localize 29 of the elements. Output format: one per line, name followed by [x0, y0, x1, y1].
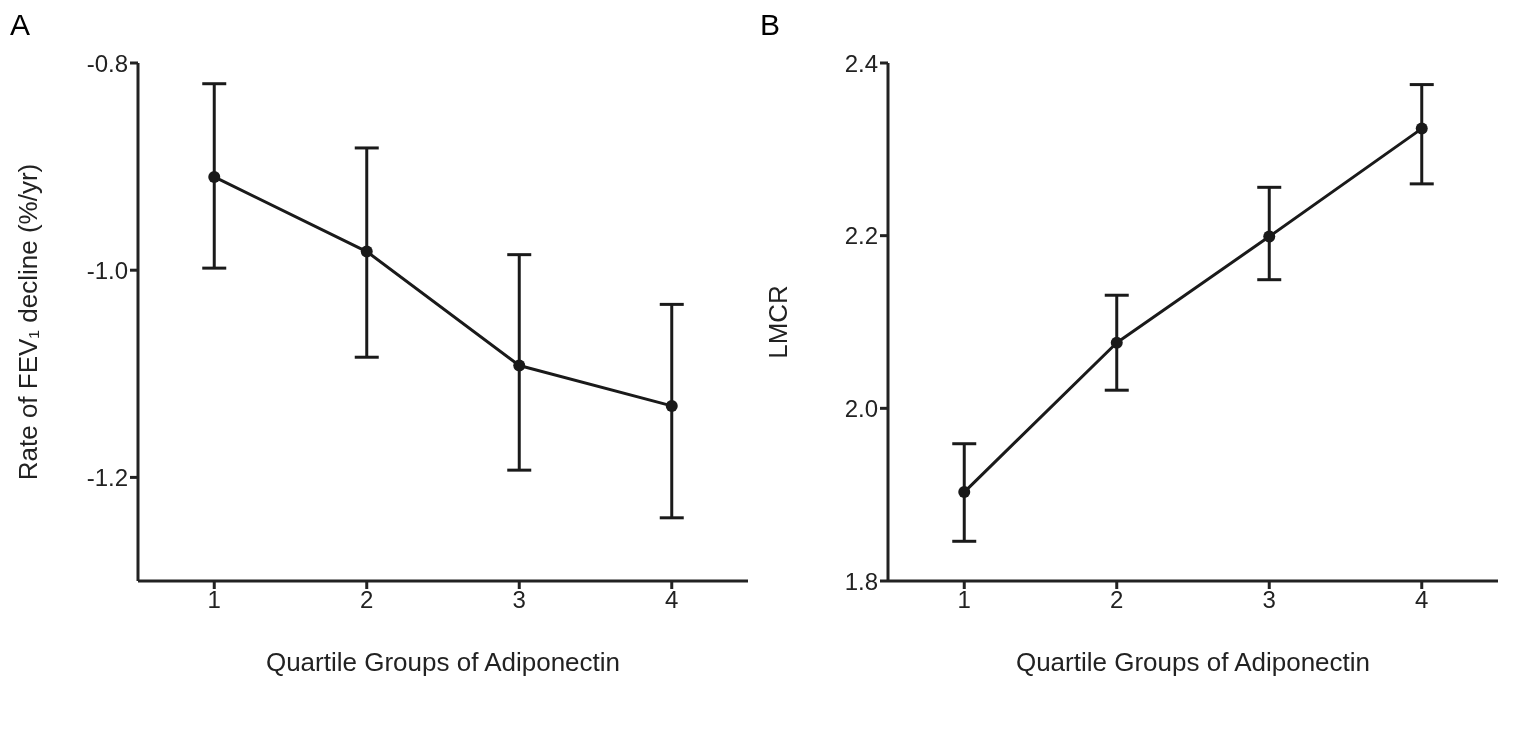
point — [1263, 230, 1276, 243]
y-tick-label: -1.2 — [86, 463, 128, 491]
point — [360, 245, 373, 258]
y-tick-label: -1.0 — [86, 256, 128, 284]
x-axis-title: Quartile Groups of Adiponectin — [265, 647, 621, 677]
point — [958, 486, 971, 499]
point — [1415, 122, 1428, 135]
x-tick-label: 2 — [1110, 586, 1124, 614]
y-tick-label: 2.0 — [844, 394, 878, 422]
y-tick-label: 2.2 — [844, 222, 878, 250]
point — [513, 359, 526, 372]
y-tick-label: -0.8 — [86, 49, 128, 77]
x-tick-label: 1 — [207, 586, 221, 614]
chart-title: A — [10, 8, 31, 42]
x-tick-label: 2 — [360, 586, 374, 614]
y-tick-label: 2.4 — [844, 49, 878, 77]
point — [208, 170, 221, 183]
x-tick-label: 1 — [957, 586, 971, 614]
chart-title: B — [760, 8, 781, 42]
x-axis-title: Quartile Groups of Adiponectin — [1015, 647, 1371, 677]
point — [665, 399, 678, 412]
y-axis-title: Rate of FEV₁ decline (%/yr) — [13, 163, 44, 481]
y-tick-label: 1.8 — [844, 567, 878, 595]
point — [1110, 336, 1123, 349]
x-tick-label: 3 — [512, 586, 526, 614]
x-tick-label: 4 — [665, 586, 679, 614]
y-axis-title: LMCR — [763, 285, 794, 359]
x-tick-label: 3 — [1262, 586, 1276, 614]
x-tick-label: 4 — [1415, 586, 1429, 614]
